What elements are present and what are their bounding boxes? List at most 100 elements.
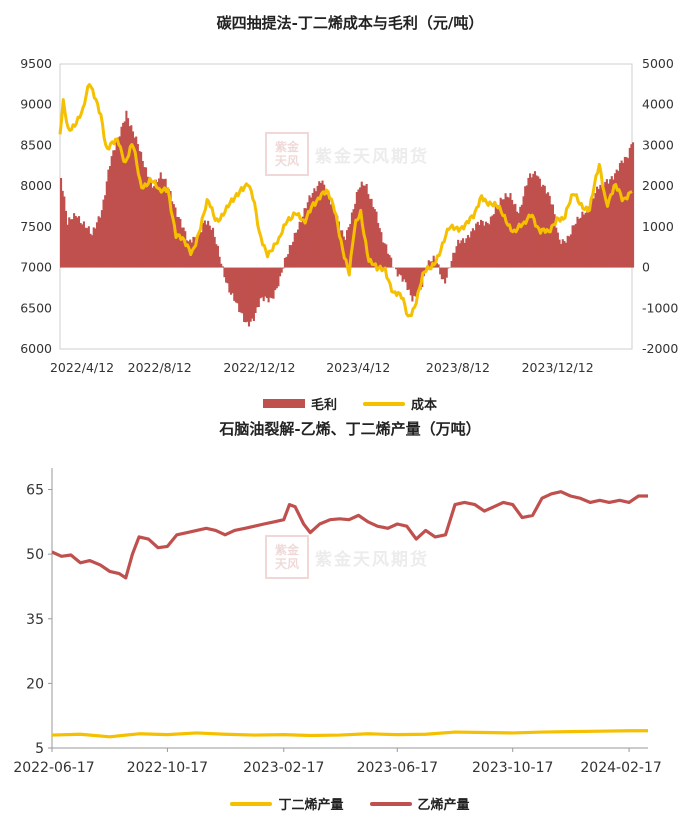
- margin-bar: [229, 267, 233, 295]
- x-tick-label: 2023-10-17: [472, 760, 553, 776]
- margin-bar: [460, 240, 463, 268]
- margin-bar: [494, 205, 497, 268]
- margin-bar: [576, 216, 579, 268]
- y-left-tick-label: 8500: [20, 137, 52, 152]
- margin-bar: [390, 257, 393, 268]
- margin-bar: [617, 170, 620, 268]
- margin-bar: [502, 199, 505, 268]
- margin-bar: [211, 227, 215, 268]
- margin-bar: [282, 267, 285, 269]
- y-right-tick-label: 3000: [642, 137, 674, 152]
- margin-bar: [370, 198, 373, 268]
- margin-bar: [238, 267, 241, 312]
- margin-bar: [120, 126, 123, 268]
- margin-bar: [355, 192, 358, 268]
- margin-bar: [314, 191, 318, 268]
- watermark-seal-icon: 紫金 天风: [265, 535, 309, 579]
- margin-bar: [401, 267, 404, 282]
- margin-bar: [86, 228, 89, 268]
- margin-bar: [66, 224, 69, 268]
- x-tick-label: 2024-02-17: [580, 760, 661, 776]
- margin-bar: [69, 219, 72, 268]
- margin-bar: [180, 227, 184, 268]
- margin-bar: [198, 232, 202, 268]
- y-tick-label: 35: [26, 612, 44, 628]
- margin-bar: [156, 182, 159, 268]
- margin-bar: [318, 181, 321, 268]
- margin-bar: [373, 209, 376, 268]
- margin-bar: [91, 235, 94, 268]
- x-tick-label: 2022-06-17: [13, 760, 94, 776]
- margin-bar: [609, 179, 612, 268]
- margin-bar: [483, 225, 486, 268]
- margin-bar: [388, 255, 391, 268]
- margin-bar: [563, 241, 566, 268]
- margin-bar: [171, 201, 174, 268]
- margin-bar: [332, 206, 336, 268]
- margin-bar: [625, 157, 628, 268]
- margin-bar: [529, 173, 532, 268]
- legend-label-ethylene: 乙烯产量: [417, 798, 470, 813]
- margin-bar: [506, 196, 509, 268]
- watermark-text: 紫金天风期货: [315, 549, 429, 570]
- margin-bar: [236, 267, 239, 304]
- margin-bar: [628, 147, 631, 268]
- margin-bar: [200, 232, 203, 268]
- margin-bar: [336, 215, 339, 268]
- y-right-tick-label: 1000: [642, 219, 674, 234]
- margin-bar: [161, 178, 164, 268]
- margin-bar: [574, 223, 577, 268]
- margin-bar: [334, 215, 337, 268]
- margin-bar: [491, 215, 494, 268]
- margin-bar: [344, 239, 347, 268]
- x-tick-label: 2022/12/12: [223, 360, 295, 375]
- margin-bar: [136, 144, 139, 268]
- margin-bar: [125, 110, 128, 268]
- margin-bar: [517, 213, 520, 268]
- margin-bar: [622, 162, 625, 268]
- chart2-legend: 丁二烯产量 乙烯产量: [0, 794, 700, 813]
- margin-bar: [406, 267, 409, 291]
- margin-bar: [316, 185, 319, 268]
- margin-bar: [313, 188, 316, 268]
- margin-bar: [475, 223, 478, 268]
- chart2-title: 石脑油裂解-乙烯、丁二烯产量（万吨）: [219, 420, 481, 438]
- margin-bar: [450, 260, 453, 268]
- legend-label-margin: 毛利: [310, 398, 337, 413]
- margin-bar: [243, 267, 246, 322]
- margin-bar: [440, 267, 443, 280]
- margin-bar: [84, 227, 87, 268]
- margin-bar: [514, 203, 517, 268]
- margin-bar: [561, 239, 564, 268]
- margin-bar: [166, 187, 169, 268]
- margin-bar: [594, 193, 597, 268]
- margin-bar: [432, 255, 435, 268]
- margin-bar: [537, 176, 540, 268]
- margin-bar: [176, 216, 179, 268]
- margin-bar: [515, 211, 519, 268]
- margin-bar: [605, 179, 608, 268]
- margin-bar: [138, 151, 141, 268]
- margin-bar: [501, 199, 504, 268]
- margin-bar: [543, 185, 546, 268]
- margin-bar: [184, 231, 187, 268]
- legend-item-butadiene: 丁二烯产量: [230, 794, 344, 813]
- margin-bar: [259, 267, 262, 299]
- margin-bar: [117, 137, 120, 268]
- margin-bar: [144, 167, 148, 268]
- line-swatch-icon: [363, 401, 405, 406]
- margin-bar: [94, 228, 97, 268]
- margin-bar: [308, 195, 311, 268]
- margin-bar: [185, 240, 188, 268]
- legend-item-margin: 毛利: [262, 394, 337, 413]
- margin-bar: [296, 229, 300, 268]
- margin-bar: [172, 204, 175, 268]
- margin-bar: [473, 230, 476, 268]
- margin-bar: [551, 204, 555, 268]
- watermark-text: 紫金天风期货: [315, 146, 429, 167]
- y-left-tick-label: 8000: [20, 178, 52, 193]
- margin-bar: [476, 221, 479, 268]
- margin-bar: [241, 267, 244, 314]
- margin-bar: [278, 267, 282, 277]
- margin-bar: [216, 245, 219, 268]
